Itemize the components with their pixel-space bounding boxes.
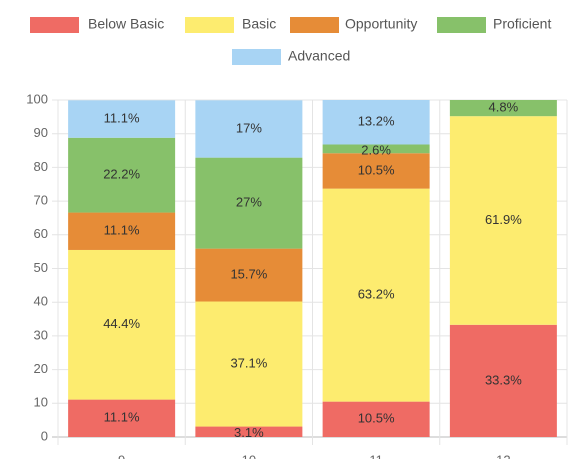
value-label: 13.2% bbox=[358, 114, 395, 129]
bar-segment bbox=[68, 249, 176, 400]
y-tick-label: 10 bbox=[34, 395, 48, 410]
legend-swatch bbox=[185, 17, 234, 33]
value-label: 11.1% bbox=[104, 223, 140, 238]
value-label: 11.1% bbox=[104, 110, 140, 125]
value-label: 10.5% bbox=[358, 162, 395, 177]
legend-swatch bbox=[232, 49, 281, 65]
value-label: 15.7% bbox=[230, 267, 267, 282]
x-tick-label: 10 bbox=[242, 452, 256, 459]
value-label: 10.5% bbox=[358, 411, 395, 426]
bar-segment bbox=[322, 100, 430, 145]
y-tick-label: 100 bbox=[26, 91, 48, 106]
bar-segment bbox=[68, 399, 176, 437]
y-tick-label: 40 bbox=[34, 294, 48, 309]
y-tick-label: 50 bbox=[34, 260, 48, 275]
y-tick-label: 80 bbox=[34, 159, 48, 174]
y-tick-label: 30 bbox=[34, 327, 48, 342]
bar-segment bbox=[449, 100, 557, 117]
value-label: 33.3% bbox=[485, 372, 522, 387]
legend-label: Proficient bbox=[493, 16, 551, 32]
bar-segment bbox=[195, 100, 303, 158]
bar-segment bbox=[195, 157, 303, 249]
bar-segment bbox=[322, 153, 430, 189]
bar-segment bbox=[449, 116, 557, 325]
y-tick-label: 60 bbox=[34, 226, 48, 241]
bar-segment bbox=[195, 248, 303, 302]
value-label: 17% bbox=[236, 120, 262, 135]
bar-segment bbox=[322, 401, 430, 437]
bar-segment bbox=[195, 426, 303, 437]
value-label: 37.1% bbox=[230, 355, 267, 370]
value-label: 22.2% bbox=[103, 167, 140, 182]
bar-segment bbox=[68, 137, 176, 213]
legend-label: Opportunity bbox=[345, 16, 417, 32]
legend-swatch bbox=[30, 17, 79, 33]
y-tick-label: 0 bbox=[41, 428, 48, 443]
bar-segment bbox=[68, 212, 176, 250]
value-label: 4.8% bbox=[489, 100, 519, 115]
bar-segment bbox=[322, 144, 430, 154]
bar-segment bbox=[449, 324, 557, 437]
y-tick-label: 20 bbox=[34, 361, 48, 376]
value-label: 2.6% bbox=[361, 142, 391, 157]
legend-label: Below Basic bbox=[88, 16, 164, 32]
legend-swatch bbox=[437, 17, 486, 33]
x-tick-label: 9 bbox=[118, 452, 125, 459]
value-label: 3.1% bbox=[234, 425, 264, 440]
legend-label: Basic bbox=[242, 16, 276, 32]
value-label: 27% bbox=[236, 195, 262, 210]
legend-swatch bbox=[290, 17, 339, 33]
bar-segment bbox=[322, 188, 430, 402]
y-tick-label: 90 bbox=[34, 125, 48, 140]
value-label: 11.1% bbox=[104, 410, 140, 425]
value-label: 44.4% bbox=[103, 316, 140, 331]
legend-label: Advanced bbox=[288, 48, 350, 64]
y-tick-label: 70 bbox=[34, 193, 48, 208]
bar-segment bbox=[68, 100, 176, 138]
bar-segment bbox=[195, 301, 303, 427]
x-tick-label: 11 bbox=[369, 452, 383, 459]
value-label: 63.2% bbox=[358, 287, 395, 302]
value-label: 61.9% bbox=[485, 212, 522, 227]
x-tick-label: 12 bbox=[496, 452, 510, 459]
